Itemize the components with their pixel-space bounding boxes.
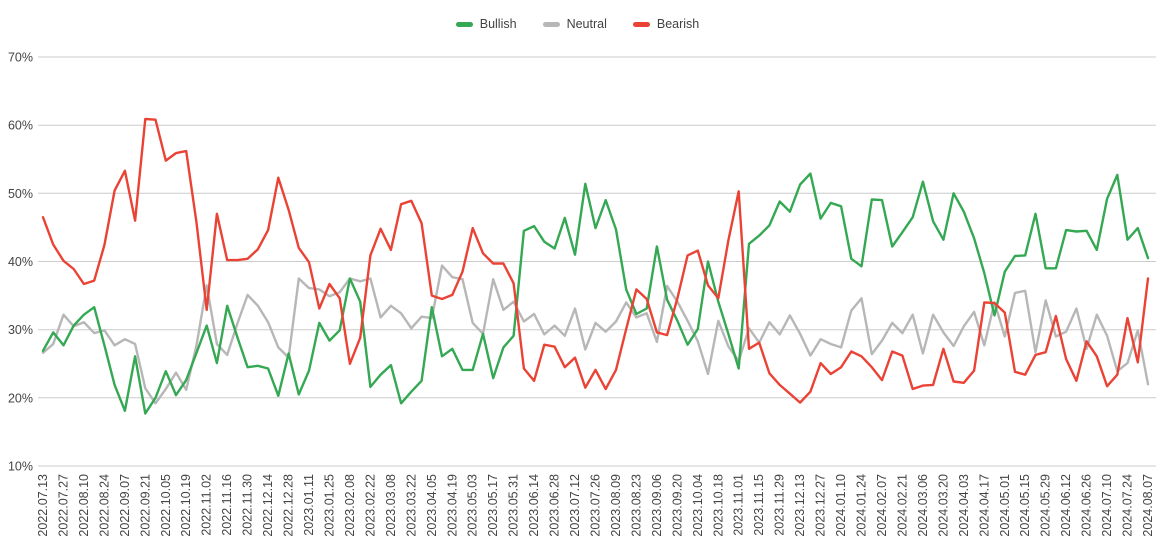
x-axis-label: 2023.04.19	[445, 474, 459, 537]
x-axis-label: 2023.06.28	[548, 474, 562, 537]
legend-item-bearish: Bearish	[632, 17, 700, 31]
x-axis-label: 2024.05.29	[1039, 474, 1053, 537]
series-line-bullish	[41, 172, 1150, 415]
x-axis-label: 2024.03.20	[936, 474, 950, 537]
legend-item-neutral: Neutral	[542, 17, 607, 31]
x-axis-label: 2024.08.07	[1141, 474, 1155, 537]
x-axis-label: 2023.01.11	[302, 474, 316, 536]
x-axis-label: 2024.05.15	[1018, 474, 1032, 537]
series-line-bearish	[41, 117, 1150, 404]
x-axis-label: 2023.07.12	[568, 474, 582, 537]
x-axis-label: 2022.12.14	[261, 474, 275, 537]
x-axis-label: 2023.09.06	[650, 474, 664, 537]
y-axis-label: 20%	[8, 391, 33, 405]
x-axis-label: 2023.05.17	[486, 474, 500, 537]
neutral-swatch-icon	[542, 21, 560, 27]
x-axis-label: 2024.01.24	[855, 474, 869, 537]
legend-item-bullish: Bullish	[455, 17, 517, 31]
x-axis-label: 2023.03.08	[384, 474, 398, 537]
x-axis-label: 2023.03.22	[404, 474, 418, 537]
x-axis-label: 2023.11.01	[732, 474, 746, 536]
x-axis-label: 2022.08.10	[77, 474, 91, 537]
x-axis-label: 2022.10.05	[159, 474, 173, 537]
y-axis-label: 60%	[8, 119, 33, 133]
x-axis-label: 2024.04.17	[977, 474, 991, 537]
x-axis-label: 2024.02.21	[895, 474, 909, 537]
x-axis-label: 2024.03.06	[916, 474, 930, 537]
x-axis-label: 2023.10.18	[711, 474, 725, 537]
x-axis-label: 2023.02.22	[363, 474, 377, 537]
x-axis-label: 2023.01.25	[323, 474, 337, 537]
x-axis-label: 2023.07.26	[589, 474, 603, 537]
x-axis-label: 2024.06.26	[1080, 474, 1094, 537]
legend-label-bearish: Bearish	[656, 17, 700, 31]
x-axis-label: 2022.12.28	[282, 474, 296, 537]
x-axis-label: 2024.07.10	[1100, 474, 1114, 537]
x-axis-label: 2023.05.03	[466, 474, 480, 537]
chart-legend: Bullish Neutral Bearish	[0, 17, 1155, 31]
x-axis-label: 2023.12.27	[814, 474, 828, 537]
y-axis-label: 70%	[8, 51, 33, 65]
y-axis-label: 10%	[8, 460, 33, 474]
x-axis-label: 2023.06.14	[527, 474, 541, 537]
x-axis-label: 2022.07.13	[36, 474, 50, 537]
y-axis-label: 50%	[8, 187, 33, 201]
bullish-swatch-icon	[455, 21, 473, 27]
y-axis-label: 40%	[8, 255, 33, 269]
x-axis-label: 2023.11.29	[773, 474, 787, 536]
bearish-swatch-icon	[632, 21, 650, 27]
x-axis-label: 2022.09.07	[118, 474, 132, 537]
x-axis-label: 2023.11.15	[752, 474, 766, 536]
y-axis-label: 30%	[8, 323, 33, 337]
x-axis-label: 2024.05.01	[998, 474, 1012, 537]
legend-label-bullish: Bullish	[479, 17, 517, 31]
x-axis-label: 2022.09.21	[138, 474, 152, 537]
x-axis-label: 2023.05.31	[507, 474, 521, 537]
x-axis-label: 2024.04.03	[957, 474, 971, 537]
x-axis-label: 2022.07.27	[57, 474, 71, 537]
x-axis-label: 2022.08.24	[97, 474, 111, 537]
x-axis-label: 2022.10.19	[179, 474, 193, 537]
series-line-neutral	[41, 264, 1150, 405]
x-axis-label: 2023.04.05	[425, 474, 439, 537]
x-axis-label: 2022.11.02	[200, 474, 214, 536]
x-axis-label: 2024.01.10	[834, 474, 848, 537]
x-axis-label: 2023.08.09	[609, 474, 623, 537]
legend-label-neutral: Neutral	[566, 17, 607, 31]
x-axis-label: 2023.02.08	[343, 474, 357, 537]
x-axis-label: 2023.09.20	[670, 474, 684, 537]
x-axis-label: 2023.10.04	[691, 474, 705, 537]
x-axis-label: 2023.12.13	[793, 474, 807, 537]
x-axis-label: 2024.07.24	[1121, 474, 1135, 537]
x-axis-label: 2022.11.30	[241, 474, 255, 536]
x-axis-label: 2023.08.23	[629, 474, 643, 537]
x-axis-label: 2024.06.12	[1059, 474, 1073, 537]
x-axis-label: 2022.11.16	[220, 474, 234, 536]
x-axis-label: 2024.02.07	[875, 474, 889, 537]
